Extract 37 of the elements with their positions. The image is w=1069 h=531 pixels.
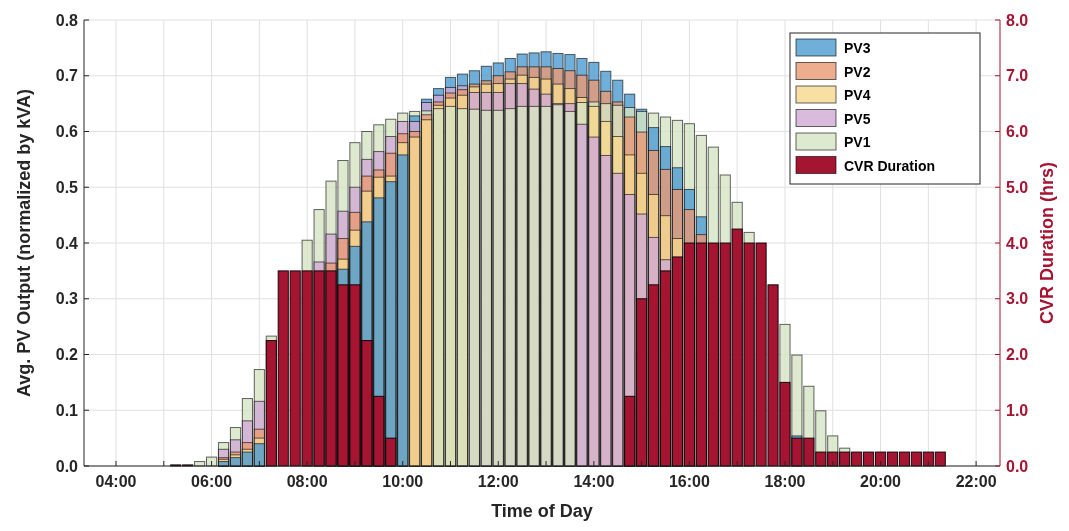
y-tick-label: 0.8 [55,11,79,29]
x-tick-label: 16:00 [668,473,710,490]
y-tick-label: 0.4 [55,234,79,252]
y-tick-label: 0.3 [55,290,79,308]
legend-label: PV1 [844,134,871,150]
x-tick-label: 04:00 [95,473,137,490]
y2-tick-label: 7.0 [1006,67,1029,85]
x-tick-label: 08:00 [286,473,328,490]
y-tick-label: 0.1 [55,401,79,419]
x-tick-label: 06:00 [191,473,233,490]
legend-label: PV4 [844,87,871,103]
y-tick-label: 0.2 [55,346,79,363]
x-tick-label: 12:00 [477,473,519,490]
legend-label: CVR Duration [844,157,935,174]
y2-tick-label: 1.0 [1006,401,1029,419]
x-tick-label: 18:00 [764,473,806,490]
y-tick-label: 0.6 [55,123,79,140]
y2-tick-label: 0.0 [1006,457,1029,475]
legend-label: PV3 [844,40,871,56]
legend-label: PV2 [844,63,871,80]
y-axis-title: Avg. PV Output (normalized by kVA) [14,88,34,398]
x-tick-label: 20:00 [860,473,902,490]
y2-tick-label: 5.0 [1006,178,1029,196]
y2-tick-label: 3.0 [1006,290,1029,308]
y2-tick-label: 6.0 [1006,123,1029,140]
x-tick-label: 22:00 [955,473,997,490]
x-tick-label: 10:00 [382,473,424,490]
y2-tick-label: 4.0 [1006,234,1029,252]
y-tick-label: 0.0 [55,457,79,475]
y2-tick-label: 2.0 [1006,346,1029,363]
y-tick-label: 0.7 [55,67,79,85]
x-tick-label: 14:00 [573,473,615,490]
y-tick-label: 0.5 [55,178,79,196]
x-axis-title: Time of Day [491,501,593,521]
y2-tick-label: 8.0 [1006,11,1029,29]
legend-label: PV5 [844,110,871,127]
y2-axis-title: CVR Duration (hrs) [1037,161,1057,324]
